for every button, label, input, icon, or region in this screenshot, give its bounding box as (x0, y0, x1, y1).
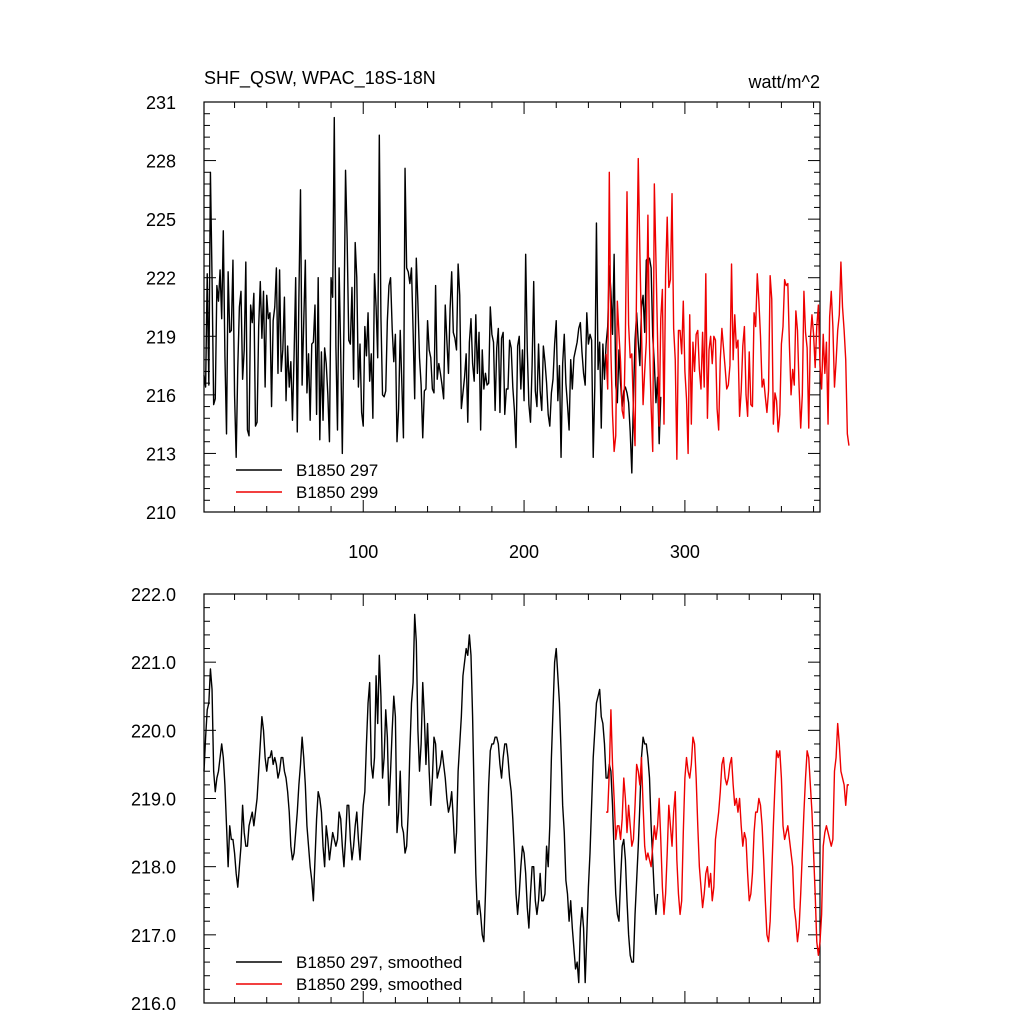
plot-frame (203, 101, 821, 513)
y-tick-label: 222 (146, 269, 176, 289)
x-tick-label: 200 (509, 542, 539, 562)
top-panel: 210 213 216 219 222 225 228 231 100 200 300 B1850 2… (146, 93, 850, 562)
y-tick-label: 218.0 (131, 858, 176, 878)
y-tick-label: 210 (146, 503, 176, 523)
y-tick-label: 216 (146, 386, 176, 406)
y-tick-label: 231 (146, 93, 176, 113)
y-tick-label: 216.0 (131, 994, 176, 1014)
units-label: watt/m^2 (748, 72, 820, 92)
series-line-0 (203, 613, 659, 984)
y-tick-label: 221.0 (131, 653, 176, 673)
legend-label-0: B1850 297, smoothed (296, 953, 462, 972)
chart-title: SHF_QSW, WPAC_18S-18N (204, 68, 436, 89)
legend-label-1: B1850 299 (296, 483, 378, 502)
series-line-1 (606, 709, 849, 956)
y-tick-label: 220.0 (131, 721, 176, 741)
legend-label-0: B1850 297 (296, 461, 378, 480)
x-tick-label: 100 (348, 542, 378, 562)
legend-label-1: B1850 299, smoothed (296, 975, 462, 994)
x-tick-label: 300 (670, 542, 700, 562)
y-tick-label: 225 (146, 210, 176, 230)
y-tick-label: 222.0 (131, 585, 176, 605)
y-tick-label: 219.0 (131, 790, 176, 810)
series-line-0 (203, 116, 662, 474)
y-tick-label: 228 (146, 152, 176, 172)
series-line-1 (605, 157, 850, 460)
y-tick-label: 217.0 (131, 926, 176, 946)
y-tick-label: 219 (146, 327, 176, 347)
y-tick-label: 213 (146, 444, 176, 464)
bottom-panel: 216.0 217.0 218.0 219.0 220.0 221.0 222.0 B1850… (131, 585, 849, 1014)
